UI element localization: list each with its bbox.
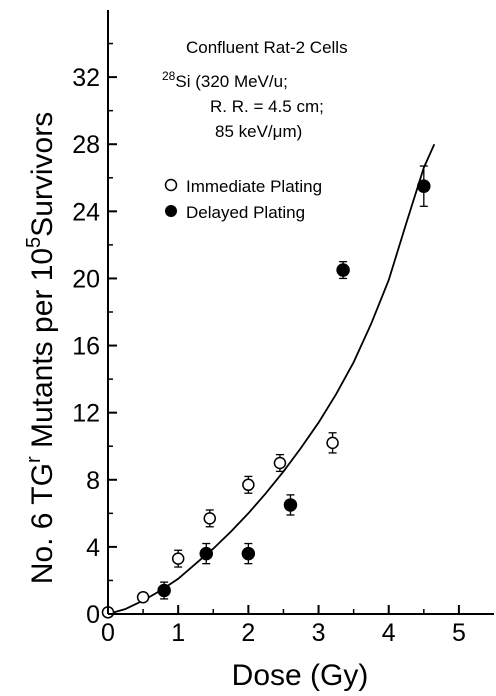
- immediate-plating-point: [273, 456, 287, 470]
- annotation-line-3: R. R. = 4.5 cm;: [210, 97, 324, 116]
- delayed-plating-point: [283, 498, 298, 512]
- x-tick-label: 2: [241, 619, 255, 647]
- annotation-line-2: 28Si (320 MeV/u;: [162, 69, 288, 91]
- y-tick-label: 12: [72, 400, 100, 428]
- immediate-plating-point: [203, 512, 217, 525]
- y-axis-title-sup-1: r: [23, 456, 45, 463]
- y-tick-label: 16: [72, 333, 100, 361]
- data-points-layer: [101, 165, 431, 619]
- annotation-line-4: 85 keV/μm): [215, 122, 302, 141]
- y-axis-title-part-a: No. 6 TG: [26, 463, 59, 584]
- y-tick-label: 32: [72, 64, 100, 92]
- y-tick-label: 24: [72, 198, 100, 226]
- x-tick-label: 5: [452, 619, 466, 647]
- delayed-plating-point: [199, 546, 214, 561]
- immediate-plating-point: [326, 436, 339, 450]
- y-axis-title-part-b: Mutants per 10: [26, 248, 59, 456]
- x-tick-label: 1: [171, 619, 185, 647]
- y-tick-label: 28: [72, 131, 100, 159]
- legend-label-delayed: Delayed Plating: [186, 203, 305, 222]
- delayed-plating-point: [336, 263, 350, 277]
- y-tick-label: 8: [86, 467, 100, 495]
- legend-label-immediate: Immediate Plating: [186, 177, 322, 196]
- legend-marker-delayed: [165, 205, 177, 217]
- immediate-plating-point: [242, 478, 255, 492]
- immediate-plating-point: [136, 590, 150, 604]
- delayed-plating-point: [417, 179, 431, 193]
- y-axis-title-part-c: Survivors: [26, 112, 59, 237]
- y-axis-title-sup-2: 5: [23, 237, 45, 248]
- y-axis-title: No. 6 TGr Mutants per 105Survivors: [23, 112, 59, 584]
- y-tick-label: 20: [72, 265, 100, 293]
- y-tick-label: 4: [86, 534, 100, 562]
- annotation-line-2-text: Si (320 MeV/u;: [175, 72, 287, 91]
- x-tick-label: 4: [382, 619, 396, 647]
- delayed-plating-point: [157, 583, 171, 598]
- x-axis-title: Dose (Gy): [232, 659, 369, 692]
- x-tick-label: 0: [101, 619, 115, 647]
- x-tick-label: 3: [312, 619, 326, 647]
- annotation-superscript: 28: [162, 69, 176, 83]
- immediate-plating-point: [171, 552, 185, 565]
- y-tick-label: 0: [86, 601, 100, 629]
- legend-marker-immediate: [164, 178, 178, 192]
- annotation-line-1: Confluent Rat-2 Cells: [186, 38, 348, 57]
- delayed-plating-point: [241, 546, 256, 561]
